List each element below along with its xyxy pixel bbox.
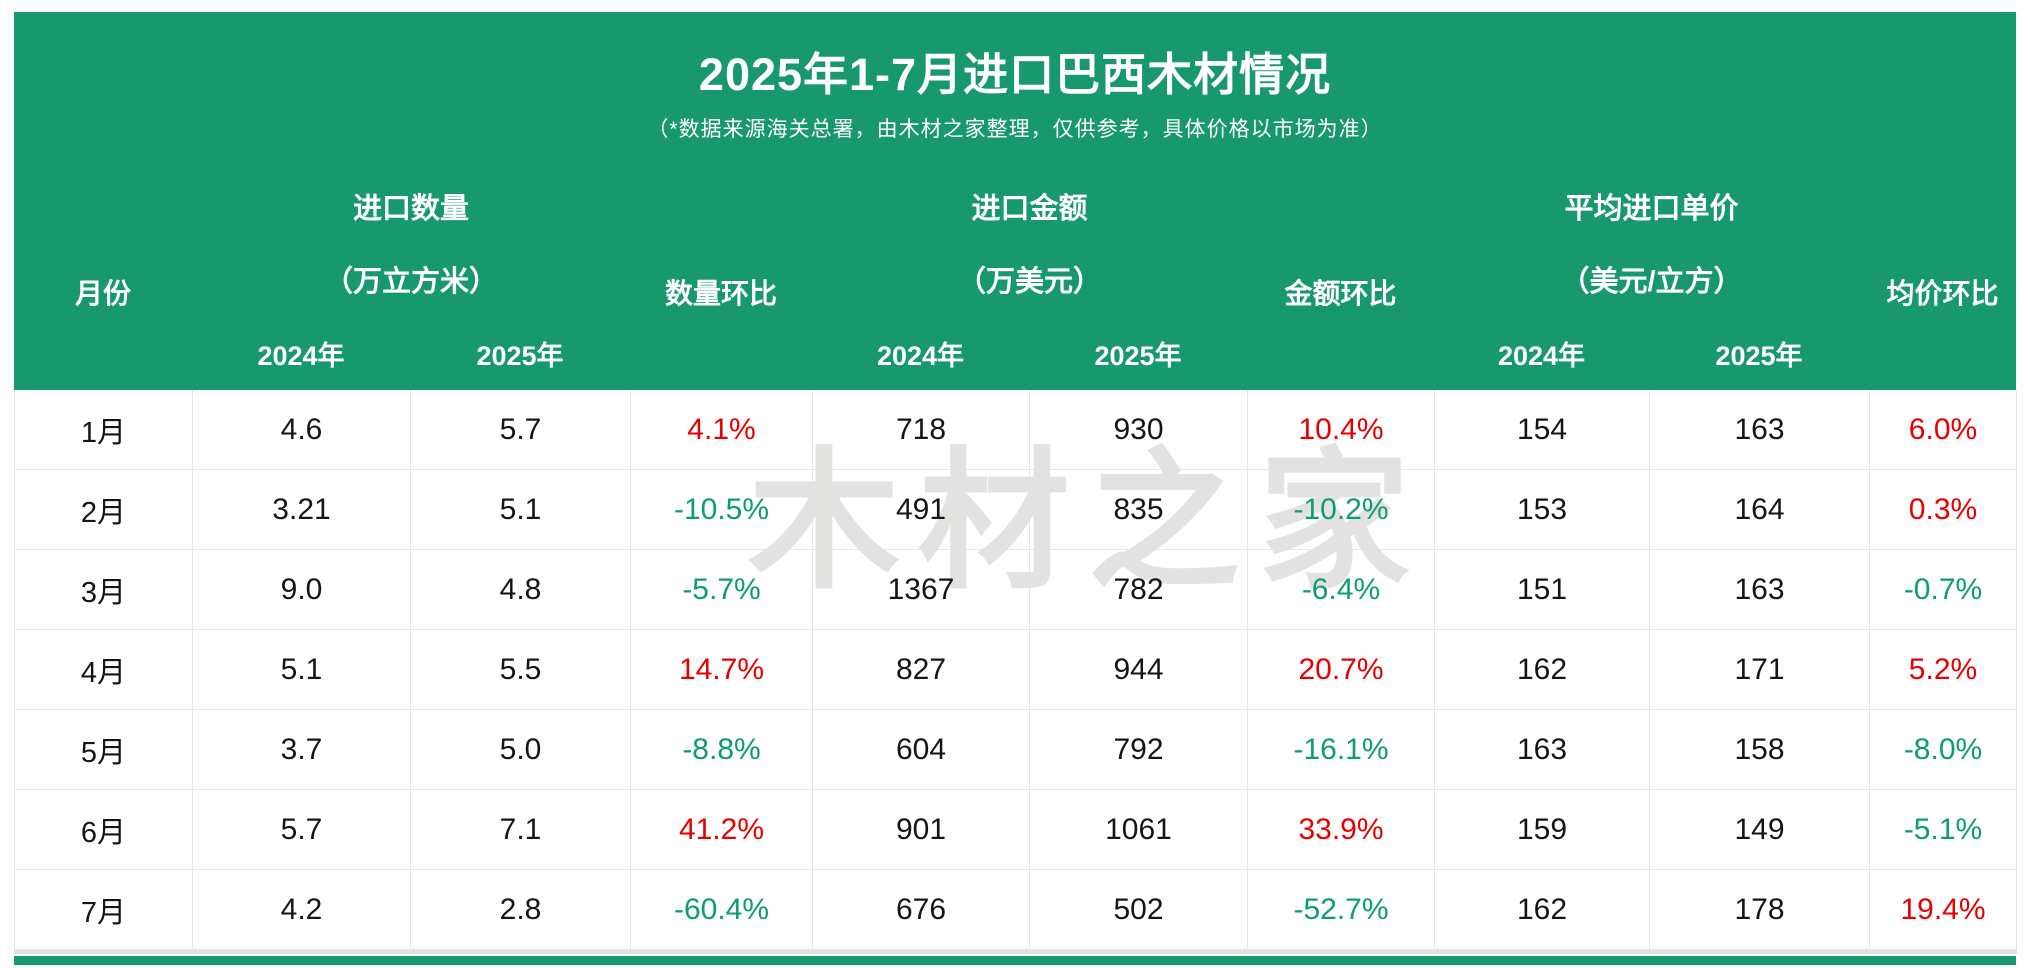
cell-price-mom: -5.1% <box>1870 790 2017 870</box>
cell-qty-mom: -60.4% <box>631 870 813 950</box>
cell-qty-2024: 5.1 <box>193 630 411 710</box>
cell-amount-mom: 10.4% <box>1248 390 1435 470</box>
cell-price-2024: 163 <box>1435 710 1650 790</box>
cell-amount-mom: 20.7% <box>1248 630 1435 710</box>
cell-price-2025: 163 <box>1650 390 1870 470</box>
cell-price-mom: -8.0% <box>1870 710 2017 790</box>
cell-price-2025: 171 <box>1650 630 1870 710</box>
cell-qty-2025: 5.1 <box>411 470 631 550</box>
cell-qty-2025: 5.7 <box>411 390 631 470</box>
cell-price-mom: 5.2% <box>1870 630 2017 710</box>
cell-qty-2024: 9.0 <box>193 550 411 630</box>
group-name-avg-unit-price: 平均进口单价 <box>1564 192 1739 225</box>
column-header-price-mom: 均价环比 <box>1886 278 1999 309</box>
column-group-avg-unit-price: 平均进口单价 （美元/立方） <box>1434 150 1869 316</box>
cell-price-2025: 164 <box>1650 470 1870 550</box>
cell-amount-2025: 944 <box>1030 630 1248 710</box>
cell-amount-2024: 676 <box>813 870 1030 950</box>
cell-amount-mom: -6.4% <box>1248 550 1435 630</box>
group-unit-avg-unit-price: （美元/立方） <box>1560 265 1743 298</box>
cell-price-2024: 154 <box>1435 390 1650 470</box>
cell-price-2025: 158 <box>1650 710 1870 790</box>
cell-month: 7月 <box>15 870 193 950</box>
group-unit-import-quantity: （万立方米） <box>323 265 498 298</box>
cell-qty-mom: 4.1% <box>631 390 813 470</box>
cell-price-2025: 178 <box>1650 870 1870 950</box>
cell-qty-mom: -10.5% <box>631 470 813 550</box>
cell-price-2025: 149 <box>1650 790 1870 870</box>
cell-price-2024: 162 <box>1435 870 1650 950</box>
subheader-quantity-2025: 2025年 <box>476 340 564 371</box>
cell-amount-2025: 1061 <box>1030 790 1248 870</box>
cell-amount-2024: 827 <box>813 630 1030 710</box>
cell-qty-2024: 4.6 <box>193 390 411 470</box>
cell-price-2024: 153 <box>1435 470 1650 550</box>
cell-amount-2025: 835 <box>1030 470 1248 550</box>
cell-qty-2024: 5.7 <box>193 790 411 870</box>
subheader-quantity-2024: 2024年 <box>257 340 345 371</box>
subheader-price-2024: 2024年 <box>1497 340 1586 371</box>
column-header-grid: 月份 进口数量 （万立方米） 数量环比 进口金额 （万美元） 金额环比 平均进口… <box>14 150 2016 390</box>
cell-qty-mom: 14.7% <box>631 630 813 710</box>
cell-qty-2025: 7.1 <box>411 790 631 870</box>
cell-qty-2025: 2.8 <box>411 870 631 950</box>
subheader-amount-2024: 2024年 <box>876 340 965 371</box>
cell-month: 6月 <box>15 790 193 870</box>
subheader-price-2025: 2025年 <box>1715 340 1803 371</box>
footer-bar <box>14 956 2016 965</box>
cell-price-2024: 162 <box>1435 630 1650 710</box>
cell-amount-2025: 792 <box>1030 710 1248 790</box>
cell-amount-2025: 782 <box>1030 550 1248 630</box>
page-subtitle: （*数据来源海关总署，由木材之家整理，仅供参考，具体价格以市场为准） <box>647 118 1383 141</box>
column-group-import-amount: 进口金额 （万美元） <box>812 150 1247 316</box>
cell-qty-2024: 4.2 <box>193 870 411 950</box>
table-header: 2025年1-7月进口巴西木材情况 （*数据来源海关总署，由木材之家整理，仅供参… <box>14 12 2016 390</box>
cell-amount-2024: 718 <box>813 390 1030 470</box>
group-unit-import-amount: （万美元） <box>956 265 1102 298</box>
cell-amount-mom: -52.7% <box>1248 870 1435 950</box>
subheader-amount-2025: 2025年 <box>1094 340 1182 371</box>
cell-amount-2024: 901 <box>813 790 1030 870</box>
cell-qty-2025: 4.8 <box>411 550 631 630</box>
cell-amount-mom: 33.9% <box>1248 790 1435 870</box>
cell-amount-2025: 930 <box>1030 390 1248 470</box>
cell-month: 2月 <box>15 470 193 550</box>
cell-amount-2024: 1367 <box>813 550 1030 630</box>
cell-qty-mom: 41.2% <box>631 790 813 870</box>
cell-amount-2025: 502 <box>1030 870 1248 950</box>
cell-amount-2024: 604 <box>813 710 1030 790</box>
column-header-amount-mom: 金额环比 <box>1284 278 1397 309</box>
cell-qty-mom: -5.7% <box>631 550 813 630</box>
cell-amount-2024: 491 <box>813 470 1030 550</box>
cell-qty-2025: 5.0 <box>411 710 631 790</box>
cell-amount-mom: -16.1% <box>1248 710 1435 790</box>
group-name-import-amount: 进口金额 <box>971 192 1088 225</box>
cell-price-mom: 19.4% <box>1870 870 2017 950</box>
cell-price-mom: -0.7% <box>1870 550 2017 630</box>
table-body: 1月 4.6 5.7 4.1% 718 930 10.4% 154 163 6.0% 2月 3.21 5… <box>14 390 2017 954</box>
cell-month: 3月 <box>15 550 193 630</box>
cell-price-mom: 0.3% <box>1870 470 2017 550</box>
column-header-month: 月份 <box>74 278 131 309</box>
cell-month: 5月 <box>15 710 193 790</box>
cell-month: 4月 <box>15 630 193 710</box>
group-name-import-quantity: 进口数量 <box>352 192 469 225</box>
page-title: 2025年1-7月进口巴西木材情况 <box>698 49 1332 100</box>
cell-month: 1月 <box>15 390 193 470</box>
cell-qty-2024: 3.7 <box>193 710 411 790</box>
cell-price-2025: 163 <box>1650 550 1870 630</box>
cell-qty-mom: -8.8% <box>631 710 813 790</box>
cell-qty-2025: 5.5 <box>411 630 631 710</box>
cell-price-2024: 159 <box>1435 790 1650 870</box>
column-header-quantity-mom: 数量环比 <box>664 278 777 309</box>
cell-amount-mom: -10.2% <box>1248 470 1435 550</box>
column-group-import-quantity: 进口数量 （万立方米） <box>192 150 630 316</box>
cell-price-mom: 6.0% <box>1870 390 2017 470</box>
cell-qty-2024: 3.21 <box>193 470 411 550</box>
cell-price-2024: 151 <box>1435 550 1650 630</box>
